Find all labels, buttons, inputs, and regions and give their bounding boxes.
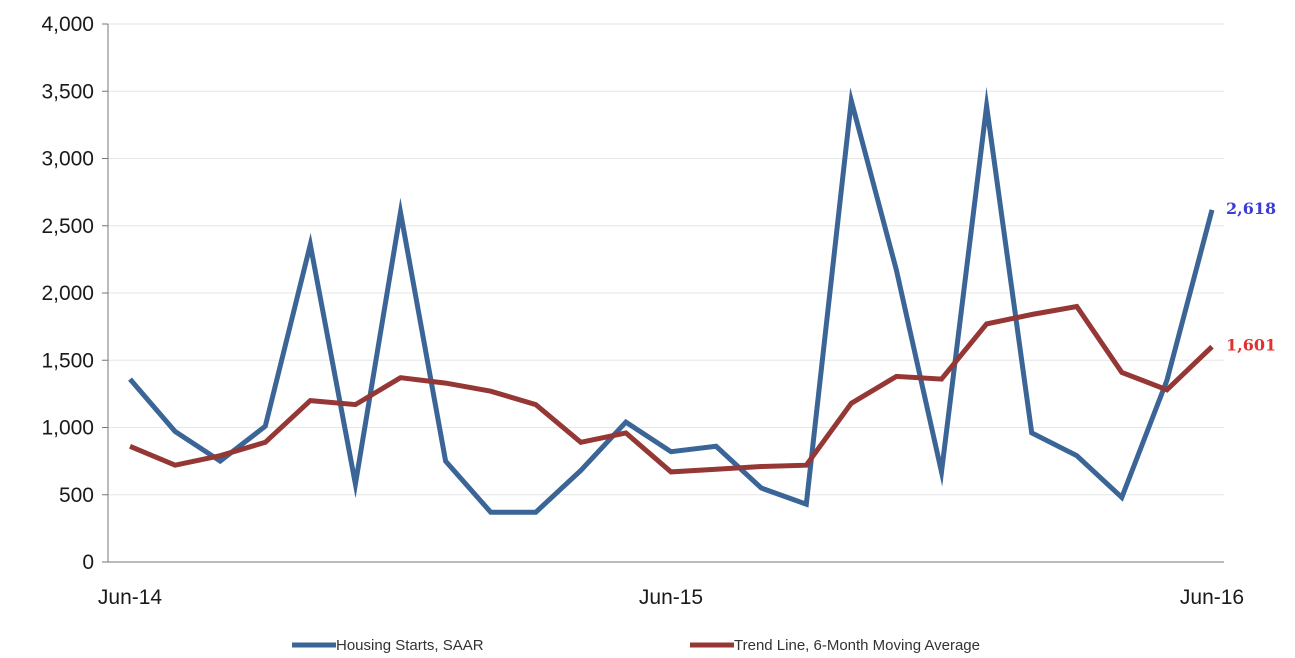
series-lines bbox=[128, 86, 1215, 515]
y-tick-label: 2,000 bbox=[41, 282, 94, 305]
y-tick-label: 1,500 bbox=[41, 349, 94, 372]
y-axis-ticks: 0 500 1,000 1,500 2,000 2,500 3,000 3,500 4,000 bbox=[41, 13, 108, 574]
x-axis-ticks: Jun-14 Jun-15 Jun-16 bbox=[98, 586, 1244, 609]
gridlines bbox=[108, 23, 1224, 496]
series-line-1 bbox=[129, 303, 1214, 475]
y-tick-label: 3,500 bbox=[41, 80, 94, 103]
series-line-0 bbox=[128, 86, 1215, 515]
x-tick-label: Jun-16 bbox=[1180, 586, 1244, 609]
y-tick-label: 0 bbox=[82, 551, 94, 574]
end-labels: 2,618 1,601 bbox=[1226, 199, 1276, 355]
y-tick-label: 1,000 bbox=[41, 417, 94, 440]
y-tick-label: 3,000 bbox=[41, 148, 94, 171]
y-tick-label: 500 bbox=[59, 484, 94, 507]
legend-label: Housing Starts, SAAR bbox=[336, 637, 484, 654]
end-value-label: 2,618 bbox=[1226, 199, 1276, 218]
end-value-label: 1,601 bbox=[1226, 336, 1276, 355]
x-tick-label: Jun-15 bbox=[639, 586, 703, 609]
y-tick-label: 2,500 bbox=[41, 215, 94, 238]
legend-label: Trend Line, 6-Month Moving Average bbox=[734, 637, 980, 654]
x-tick-label: Jun-14 bbox=[98, 586, 163, 609]
y-tick-label: 4,000 bbox=[41, 13, 94, 36]
legend: Housing Starts, SAAR Trend Line, 6-Month … bbox=[292, 637, 980, 654]
